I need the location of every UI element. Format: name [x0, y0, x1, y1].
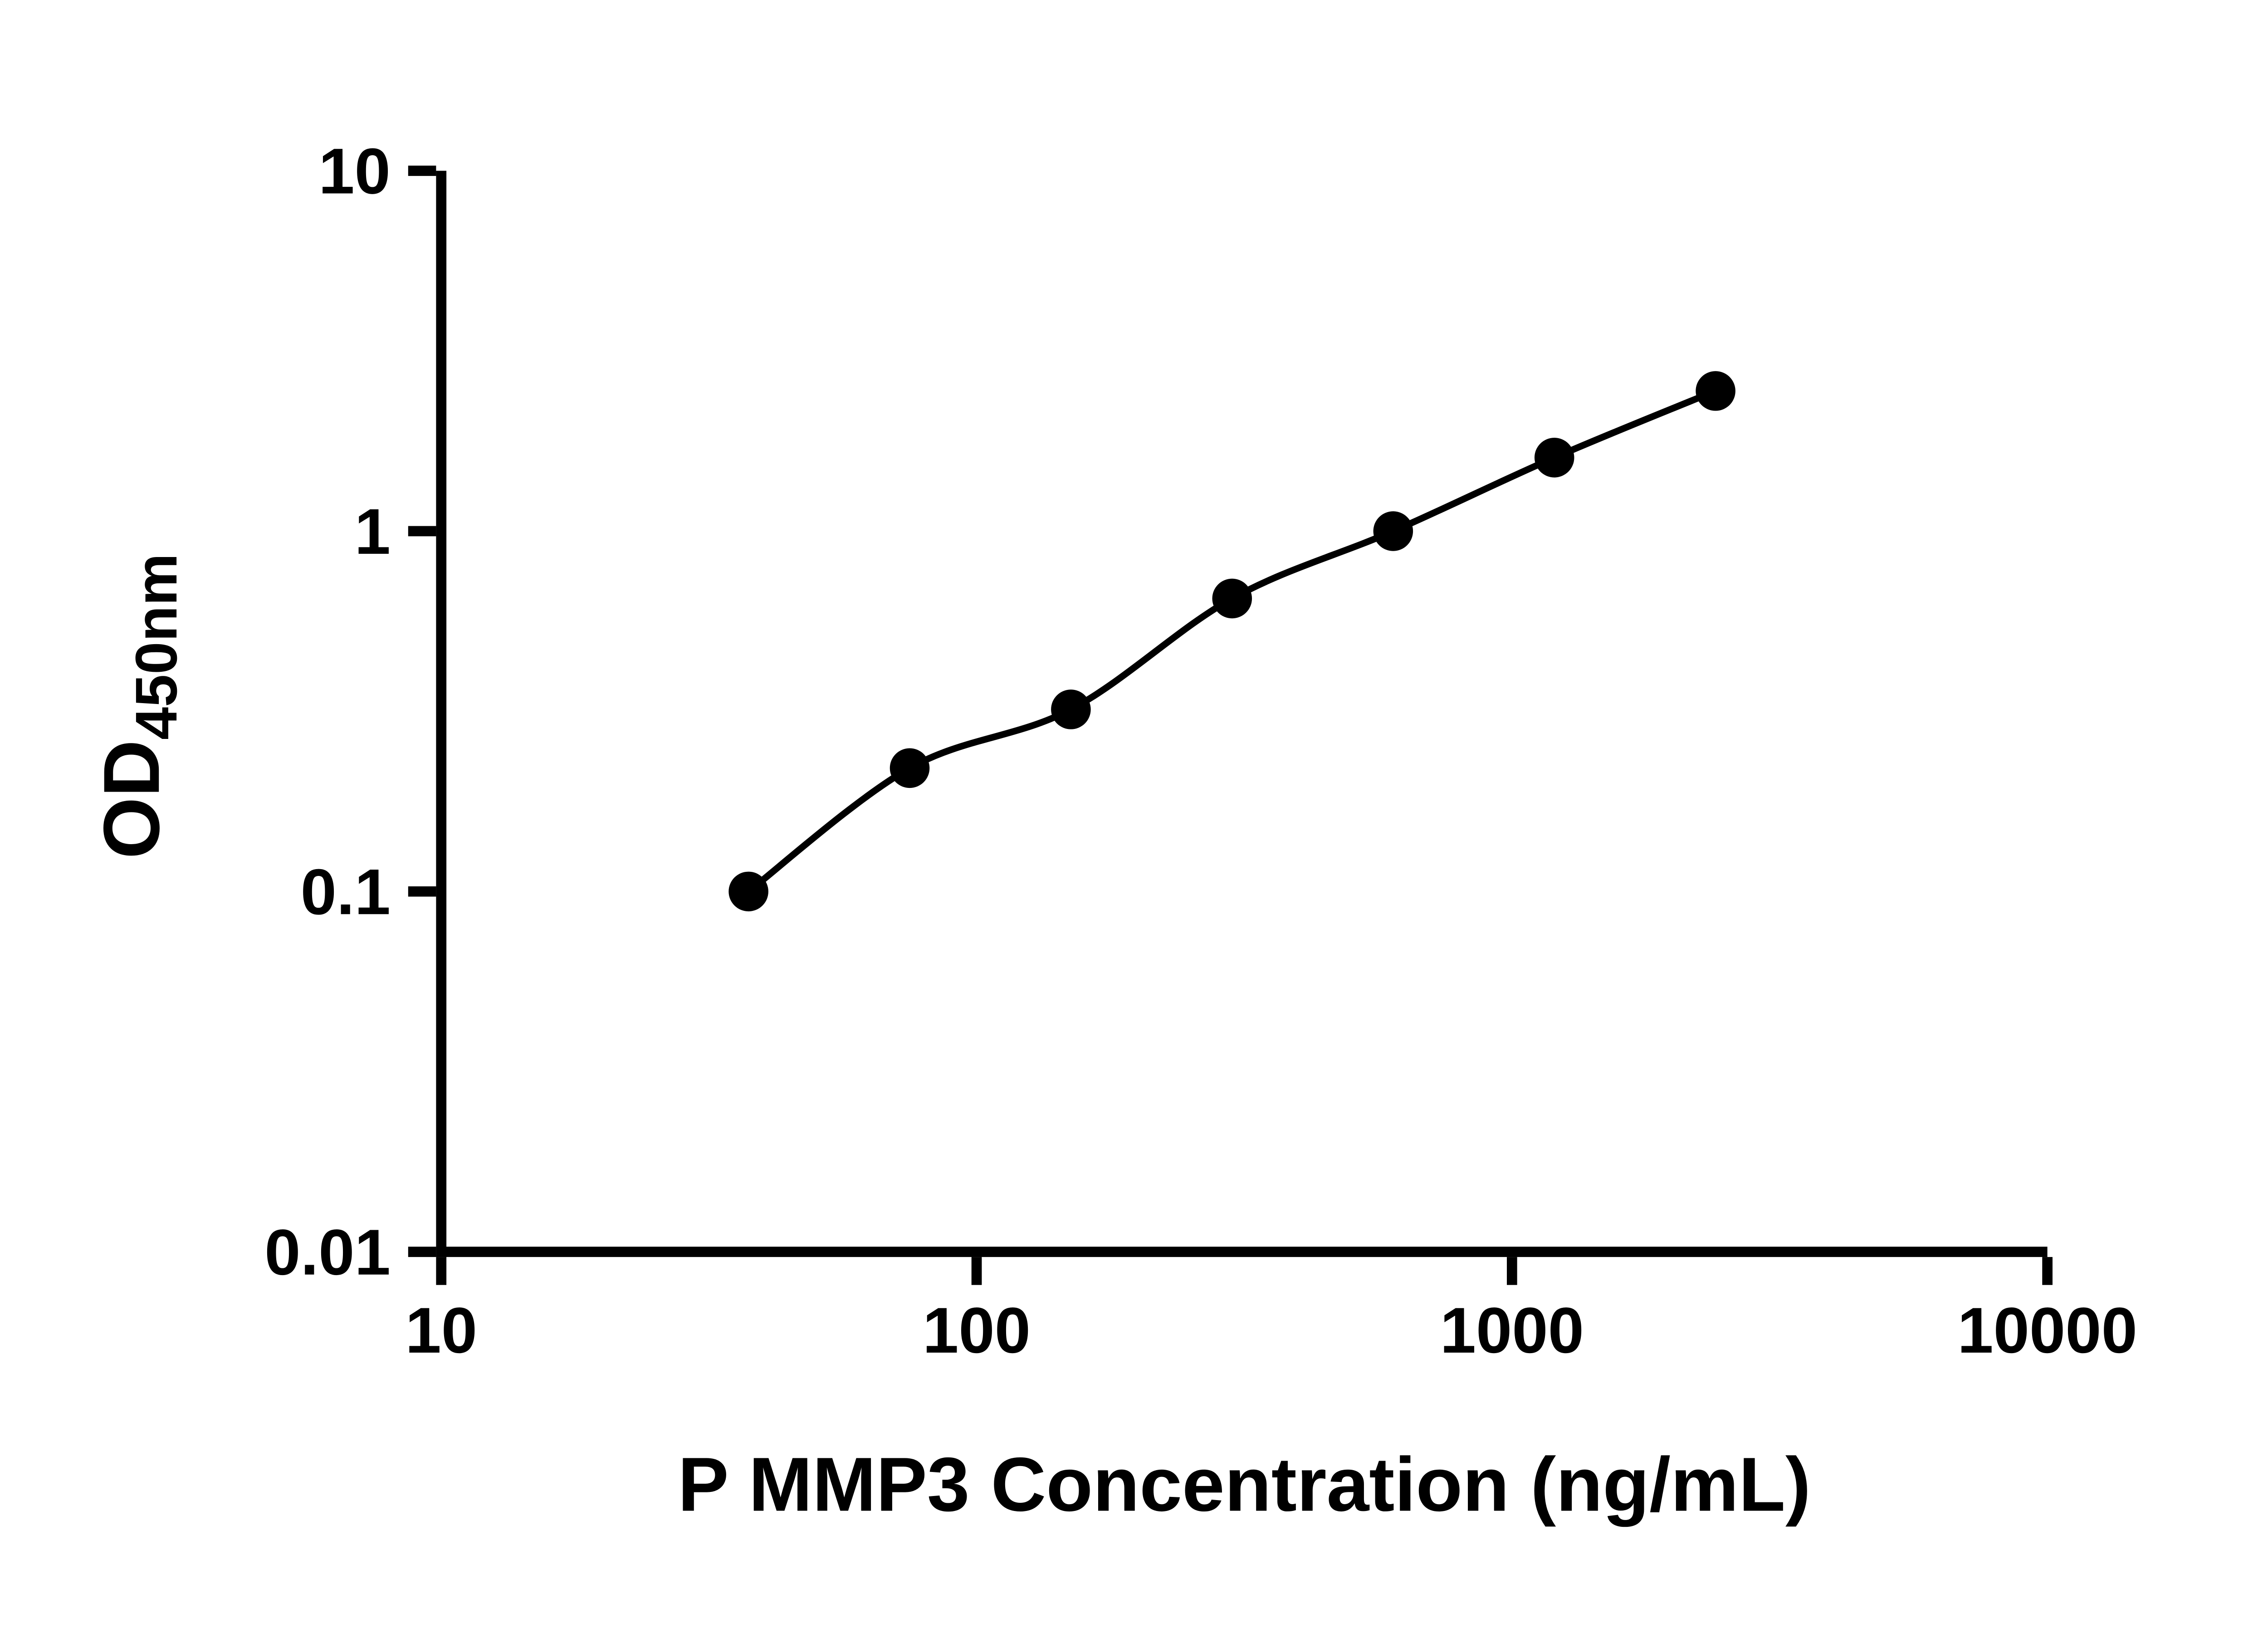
x-tick-label: 100 [923, 1295, 1031, 1367]
ticks-group [408, 166, 2053, 1285]
axes-group [436, 171, 2048, 1257]
y-tick-label: 0.1 [301, 856, 391, 928]
data-point [1534, 438, 1574, 478]
y-axis-title-subscript: 450nm [124, 553, 189, 740]
data-point [1373, 511, 1413, 551]
y-axis-title-main: OD [87, 740, 176, 859]
x-tick-label: 10 [405, 1295, 477, 1367]
chart-canvas: 10 100 1000 10000 0.01 0.1 1 10 P MMP3 Concentr… [87, 135, 2137, 1527]
tick-labels-group: 10 100 1000 10000 0.01 0.1 1 10 [264, 135, 2137, 1366]
data-point [1051, 689, 1091, 729]
data-point [1212, 578, 1252, 619]
y-tick-label: 10 [318, 135, 391, 207]
y-axis-title: OD450nm [87, 553, 189, 859]
points-group [728, 371, 1735, 912]
x-tick-label: 10000 [1957, 1295, 2137, 1367]
data-point [890, 748, 930, 788]
y-tick-label: 0.01 [264, 1217, 391, 1289]
x-axis-title: P MMP3 Concentration (ng/mL) [678, 1441, 1811, 1527]
data-point [728, 871, 768, 912]
x-tick-label: 1000 [1440, 1295, 1584, 1367]
data-point [1696, 371, 1735, 411]
y-tick-label: 1 [355, 496, 391, 568]
